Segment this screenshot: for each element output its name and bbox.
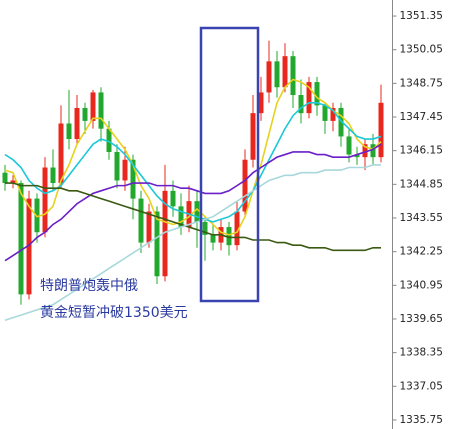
candle-body: [242, 159, 248, 212]
moving-average: [4, 164, 381, 322]
moving-average: [4, 101, 382, 223]
candle-body: [298, 95, 304, 114]
candle-body: [338, 107, 344, 137]
y-tick-label: 1343.55: [400, 212, 443, 224]
candle-body: [130, 159, 136, 199]
plot-area: [2, 40, 384, 322]
candle-body: [258, 92, 264, 114]
highlight-box: [199, 26, 260, 303]
candle-body: [58, 123, 64, 184]
candle-body: [314, 82, 320, 106]
candle-body: [378, 102, 384, 158]
y-tick-label: 1339.65: [400, 313, 443, 325]
y-tick-label: 1351.35: [400, 10, 443, 22]
candle-body: [330, 107, 336, 121]
candle-body: [202, 221, 208, 235]
candle-body: [66, 123, 72, 140]
candle-body: [162, 190, 168, 277]
y-tick-label: 1344.85: [400, 178, 443, 190]
y-tick-label: 1347.45: [400, 111, 443, 123]
candle-body: [250, 113, 256, 160]
y-tick-label: 1340.95: [400, 279, 443, 291]
candle-body: [42, 167, 48, 233]
candle-body: [170, 190, 176, 207]
y-tick-label: 1338.35: [400, 347, 443, 359]
candle-body: [210, 234, 216, 243]
candle-body: [122, 159, 128, 181]
annotation: 黄金短暂冲破1350美元: [40, 304, 188, 321]
candle-body: [114, 151, 120, 181]
moving-average: [4, 143, 382, 262]
candle-body: [290, 56, 296, 96]
moving-average: [4, 78, 382, 236]
candle-body: [322, 105, 328, 121]
candle-body: [98, 92, 104, 129]
candle-body: [2, 172, 8, 184]
annotation: 特朗普炮轰中俄: [40, 277, 138, 294]
candle-body: [154, 211, 160, 277]
y-tick-label: 1337.05: [400, 380, 443, 392]
candle-body: [266, 61, 272, 93]
candle-body: [362, 144, 368, 158]
y-tick-label: 1335.75: [400, 414, 443, 426]
candle-body: [74, 107, 80, 140]
y-tick-label: 1342.25: [400, 246, 443, 258]
y-tick-label: 1346.15: [400, 145, 443, 157]
candle-body: [138, 198, 144, 243]
candle-body: [10, 180, 16, 184]
candle-body: [82, 107, 88, 121]
candle-body: [178, 206, 184, 228]
candle-body: [274, 61, 280, 88]
candle-body: [194, 201, 200, 222]
candle-body: [106, 128, 112, 152]
y-tick-label: 1350.05: [400, 44, 443, 56]
candle-body: [282, 56, 288, 88]
candle-body: [226, 227, 232, 246]
moving-average: [5, 182, 381, 252]
candle-body: [146, 211, 152, 243]
candle-body: [370, 144, 376, 158]
candle-body: [26, 198, 32, 295]
candle-body: [346, 136, 352, 155]
candle-body: [90, 92, 96, 121]
candle-body: [306, 82, 312, 114]
candle-body: [18, 183, 24, 295]
y-tick-label: 1348.75: [400, 77, 443, 89]
candle-body: [354, 154, 360, 158]
candle-body: [50, 167, 56, 184]
candle-body: [234, 211, 240, 246]
